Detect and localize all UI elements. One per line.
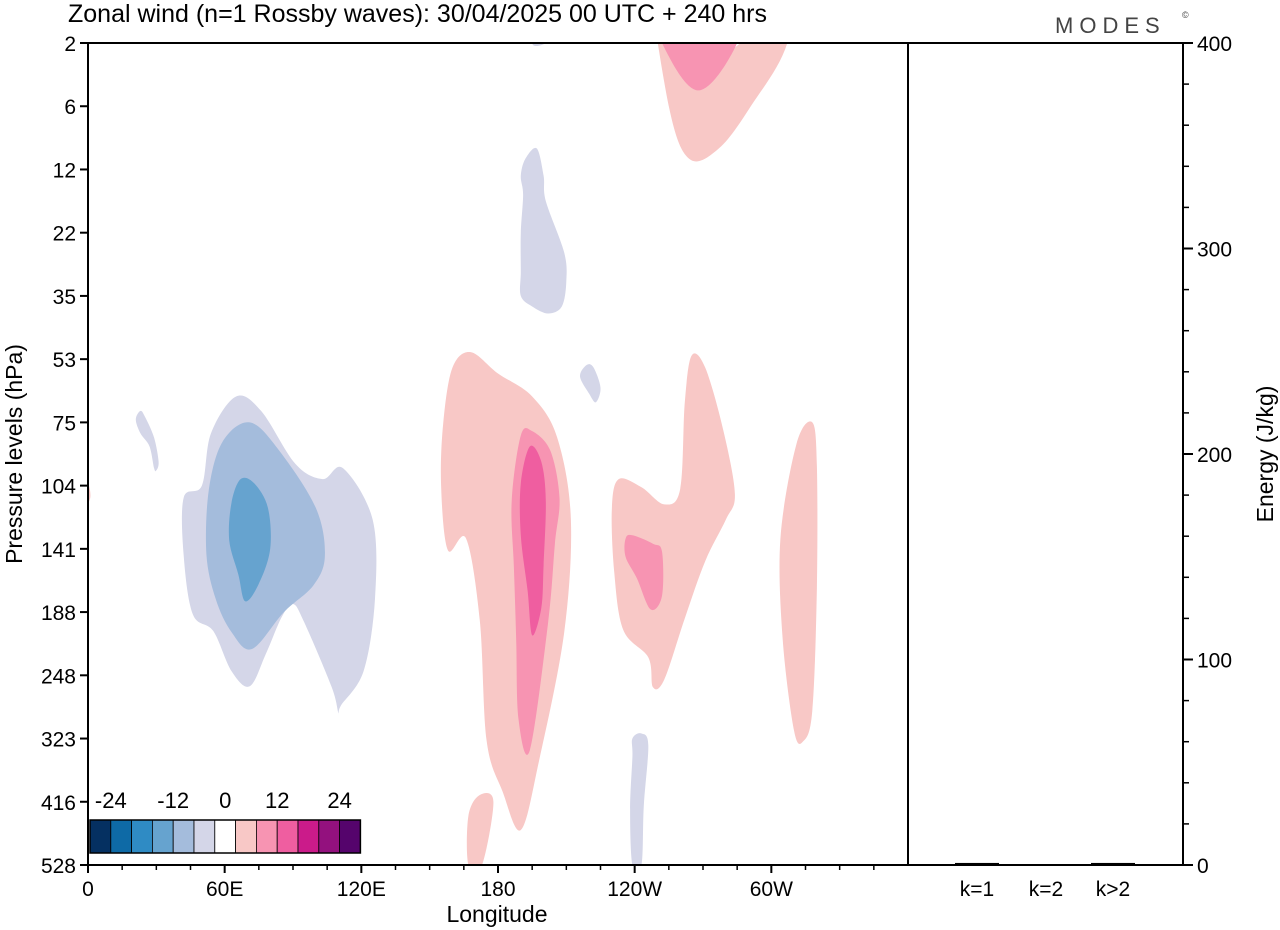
y2-tick-label: 400	[1197, 33, 1232, 56]
brand-logo: MODES	[1055, 13, 1166, 38]
y-tick-label: 141	[41, 539, 76, 562]
energy-bar	[955, 862, 999, 865]
colorbar-swatch	[339, 819, 361, 854]
colorbar-swatch	[235, 819, 257, 854]
easterly-contour	[579, 364, 601, 403]
y-tick-label: 53	[53, 349, 76, 372]
colorbar-swatch	[131, 819, 153, 854]
colorbar-swatch	[89, 819, 112, 854]
y-tick-label: 6	[64, 96, 76, 119]
easterly-contour	[630, 733, 649, 865]
contour-plot-area	[88, 43, 818, 865]
colorbar-swatch	[255, 819, 278, 854]
easterly-contour	[519, 147, 567, 314]
energy-category-label: k=2	[1029, 878, 1063, 901]
westerly-contour	[88, 485, 91, 505]
colorbar-tick-label: 24	[327, 788, 351, 813]
colorbar: -24 -12 0 12 24	[88, 784, 363, 864]
x-tick-label: 180	[480, 878, 515, 901]
westerly-contour	[611, 353, 735, 690]
y-tick-label: 22	[53, 223, 76, 246]
y-tick-label: 416	[41, 792, 76, 815]
colorbar-tick-label: 0	[219, 788, 231, 813]
energy-category-label: k=1	[960, 878, 994, 901]
x-tick-label: 120W	[607, 878, 662, 901]
colorbar-border	[89, 819, 362, 854]
westerly-contour	[519, 445, 546, 636]
y-tick-label: 323	[41, 729, 76, 752]
westerly-contour	[440, 351, 572, 831]
y2-tick-label: 300	[1197, 239, 1232, 262]
y-tick-label: 248	[41, 665, 76, 688]
westerly-contour	[779, 421, 818, 744]
y-axis-pressure: 2 6 12 22 35 53 75 104 141 188 248 323 416 528	[41, 33, 88, 878]
y-tick-label: 188	[41, 602, 76, 625]
y-tick-label: 12	[53, 159, 76, 182]
colorbar-swatch	[172, 819, 195, 854]
chart-title: Zonal wind (n=1 Rossby waves): 30/04/202…	[68, 0, 767, 28]
x-tick-label: 60E	[206, 878, 243, 901]
y2-tick-label: 100	[1197, 650, 1232, 673]
y2-tick-label: 200	[1197, 444, 1232, 467]
colorbar-swatch	[110, 819, 133, 854]
colorbar-swatch	[276, 819, 299, 854]
colorbar-swatch	[297, 819, 320, 854]
colorbar-tick-label: -24	[95, 788, 127, 813]
y-axis-label: Pressure levels (hPa)	[1, 344, 27, 564]
westerly-contour	[624, 534, 664, 611]
y-tick-label: 104	[41, 476, 76, 499]
y-tick-label: 35	[53, 286, 76, 309]
x-tick-label: 60W	[750, 878, 793, 901]
colorbar-swatch	[193, 819, 216, 854]
colorbar-tick-label: 12	[265, 788, 289, 813]
westerly-contour	[466, 793, 494, 865]
colorbar-tick-label: -12	[157, 788, 189, 813]
x-axis-label: Longitude	[446, 901, 547, 927]
y-axis-energy: 0 100 200 300 400	[1183, 33, 1232, 878]
x-axis: 0 60E 120E 180 120W 60W	[82, 865, 875, 901]
y-tick-label: 2	[64, 33, 76, 56]
y2-tick-label: 0	[1197, 855, 1209, 878]
y2-axis-label: Energy (J/kg)	[1252, 386, 1278, 523]
y-tick-label: 75	[53, 412, 76, 435]
energy-bars: k=1 k=2 k>2	[955, 862, 1135, 901]
y-tick-label: 528	[41, 855, 76, 878]
easterly-contour	[228, 477, 271, 602]
colorbar-swatch	[151, 819, 174, 854]
colorbar-swatch	[214, 819, 237, 854]
brand-mark: ©	[1182, 10, 1189, 20]
x-tick-label: 120E	[337, 878, 386, 901]
westerly-contour	[662, 43, 738, 91]
energy-category-label: k>2	[1096, 878, 1130, 901]
easterly-contour	[135, 410, 159, 472]
energy-bar	[1091, 862, 1135, 865]
colorbar-swatch	[318, 819, 340, 854]
x-tick-label: 0	[82, 878, 94, 901]
